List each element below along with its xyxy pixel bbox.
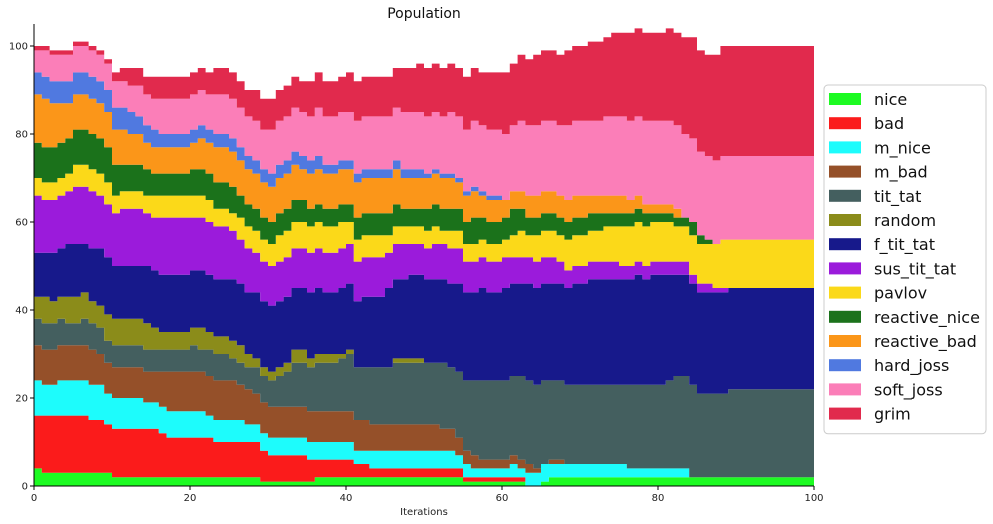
legend-swatch-m-nice [829, 141, 861, 154]
legend-label-m-bad: m_bad [874, 163, 928, 183]
legend-label-pavlov: pavlov [874, 284, 927, 303]
legend-label-reactive-bad: reactive_bad [874, 332, 977, 352]
legend-swatch-nice [829, 93, 861, 105]
x-tick-label: 0 [31, 493, 37, 504]
area-series-group [34, 28, 814, 486]
x-tick-label: 60 [496, 493, 509, 504]
area-random [34, 292, 814, 394]
y-tick-label: 40 [15, 306, 28, 317]
legend-swatch-reactive-bad [829, 335, 861, 347]
legend-label-m-nice: m_nice [874, 138, 931, 158]
area-m-bad [34, 345, 814, 478]
y-tick-label: 0 [22, 482, 28, 493]
legend-label-f-tit-tat: f_tit_tat [874, 235, 935, 255]
x-tick-label: 80 [652, 493, 665, 504]
legend-swatch-pavlov [829, 286, 861, 299]
legend-label-bad: bad [874, 114, 904, 133]
legend-label-tit-tat: tit_tat [874, 187, 921, 207]
legend-swatch-grim [829, 407, 861, 420]
axes: 0 20 40 60 80 100 0 20 40 60 80 100 [9, 24, 824, 504]
y-tick-label: 20 [15, 394, 28, 405]
legend-label-sus-tit-tat: sus_tit_tat [874, 259, 956, 279]
legend-label-random: random [874, 211, 936, 230]
legend-label-soft-joss: soft_joss [874, 380, 943, 400]
legend-swatch-soft-joss [829, 383, 861, 396]
area-bad [34, 415, 814, 486]
legend-label-grim: grim [874, 405, 911, 424]
legend-label-nice: nice [874, 90, 907, 109]
x-tick-label: 20 [184, 493, 197, 504]
legend-label-reactive-nice: reactive_nice [874, 308, 980, 328]
legend-frame [823, 84, 987, 435]
x-tick-label: 100 [804, 493, 823, 504]
area-m-nice [34, 380, 814, 486]
area-reactive-bad [34, 94, 814, 245]
area-grim [34, 28, 814, 161]
y-tick-label: 100 [9, 42, 28, 53]
legend-label-hard-joss: hard_joss [874, 356, 949, 376]
legend-swatch-tit-tat [829, 189, 861, 202]
legend-swatch-sus-tit-tat [829, 262, 861, 275]
x-tick-label: 40 [340, 493, 353, 504]
x-axis-title: Iterations [400, 507, 448, 518]
legend-swatch-m-bad [829, 165, 861, 178]
chart-title: Population [387, 6, 461, 22]
legend-swatch-random [829, 214, 861, 226]
area-f-tit-tat [34, 244, 814, 394]
legend-swatch-f-tit-tat [829, 238, 861, 251]
area-reactive-nice [34, 129, 814, 244]
legend-swatch-reactive-nice [829, 310, 861, 323]
legend-swatch-bad [829, 117, 861, 130]
legend-swatch-hard-joss [829, 359, 861, 372]
y-tick-label: 60 [15, 218, 28, 229]
y-tick-label: 80 [15, 130, 28, 141]
